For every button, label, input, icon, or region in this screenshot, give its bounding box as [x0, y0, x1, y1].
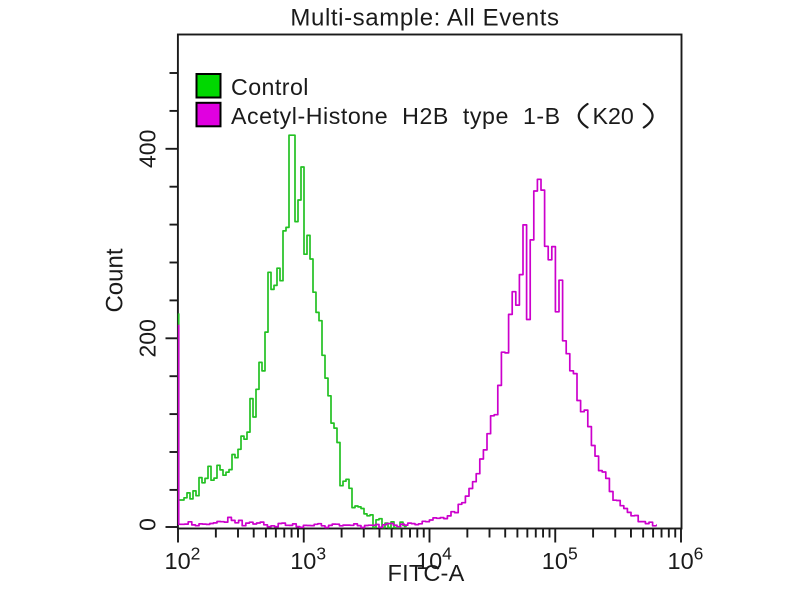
svg-text:FITC-A: FITC-A [388, 560, 465, 586]
svg-text:K20: K20 [593, 103, 634, 129]
svg-text:200: 200 [135, 319, 161, 357]
svg-text:Multi-sample: All Events: Multi-sample: All Events [290, 5, 559, 32]
svg-text:0: 0 [135, 518, 161, 531]
svg-text:106: 106 [668, 544, 704, 575]
svg-text:400: 400 [135, 130, 161, 168]
svg-text:Count: Count [102, 248, 129, 312]
svg-text:Control: Control [231, 74, 309, 100]
svg-text:Acetyl-Histone H2B type 1-B: Acetyl-Histone H2B type 1-B [231, 103, 561, 129]
